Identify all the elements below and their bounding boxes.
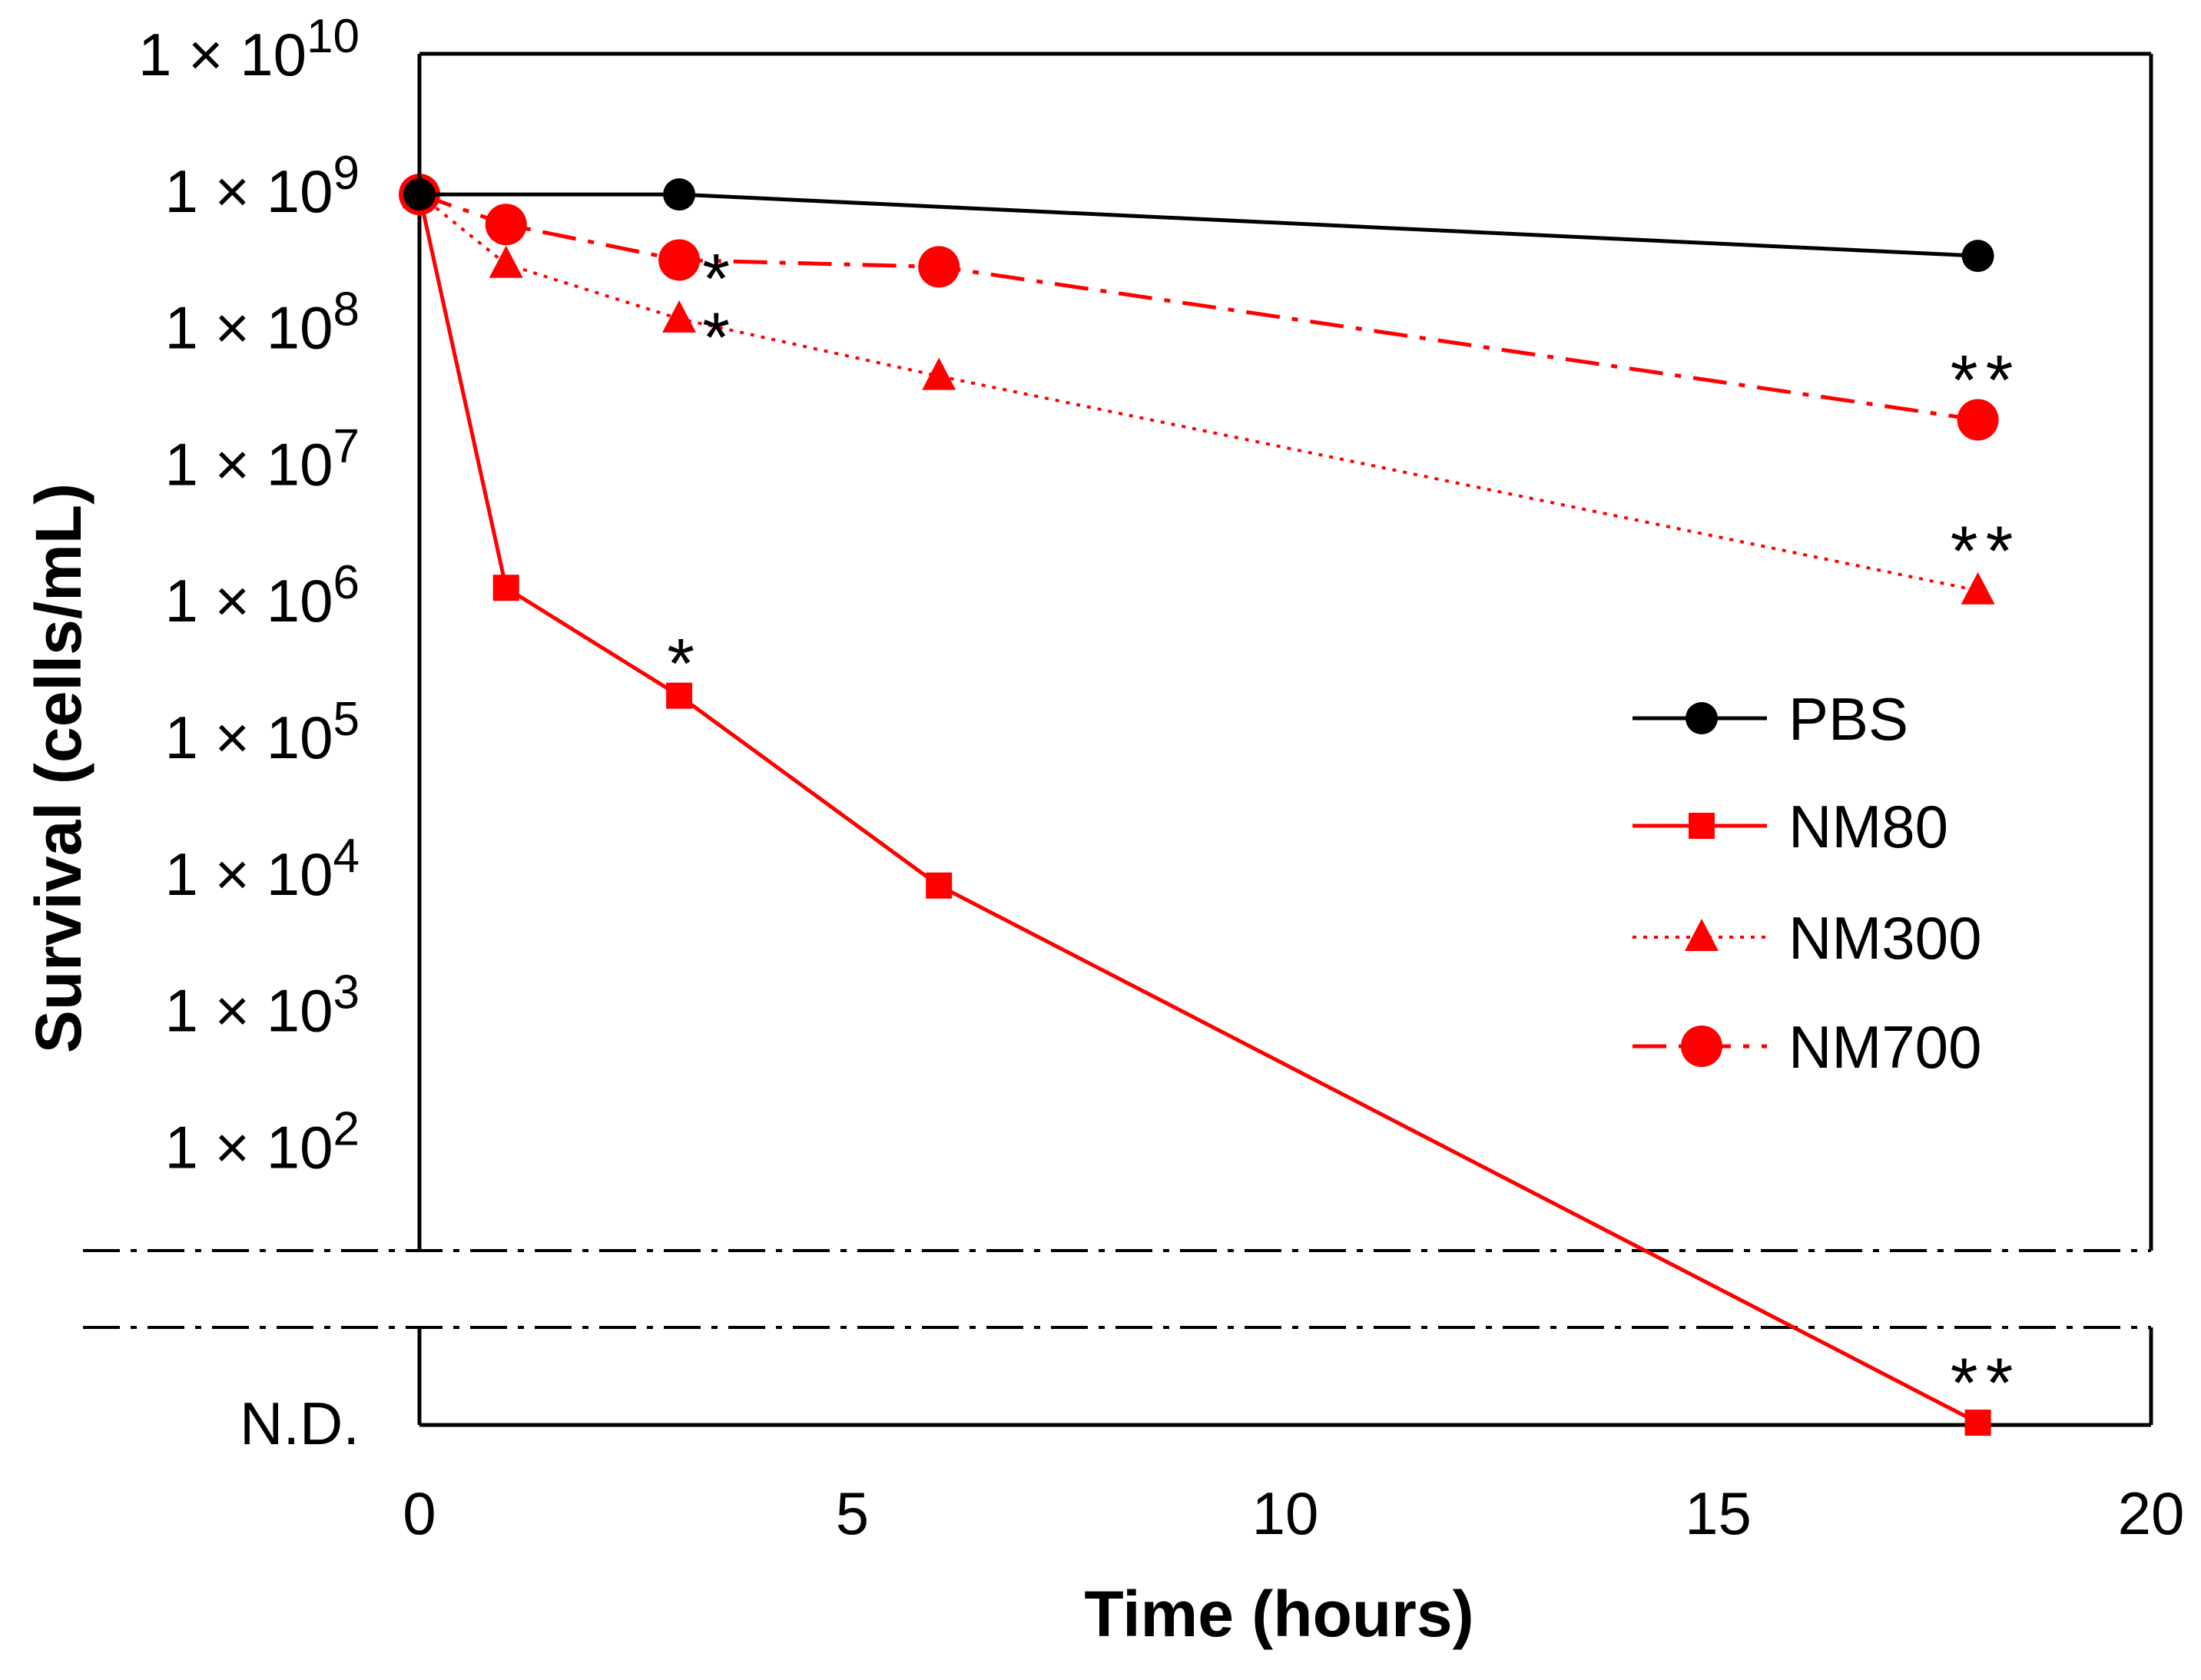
series-pbs [403, 170, 1994, 273]
legend-marker [1685, 919, 1719, 951]
legend-item-nm700: NM700 [1633, 1013, 1981, 1081]
data-point-nm300 [1961, 572, 1995, 605]
legend-item-nm300: NM300 [1633, 904, 1981, 972]
data-point-nm80 [1964, 1410, 1991, 1436]
series-nm80 [406, 181, 1991, 1436]
data-point-nm80 [492, 575, 519, 601]
y-tick-label: 1 × 106 [164, 556, 360, 635]
data-point-pbs [1961, 240, 1994, 273]
significance-annotations: ********* [667, 240, 2021, 1423]
x-tick-label: 5 [836, 1480, 869, 1547]
axis-ticks: 1 × 1010 1 × 109 1 × 108 1 × 107 1 × 106 1 × … [138, 10, 2184, 1547]
x-tick-label: 15 [1685, 1480, 1752, 1547]
y-tick-label: 1 × 104 [164, 830, 360, 908]
y-tick-label: 1 × 107 [164, 419, 360, 498]
significance-marker: ** [1951, 342, 2021, 420]
data-point-nm300 [922, 357, 956, 390]
plot-frame [417, 51, 2153, 1427]
data-point-nm700 [1957, 399, 1999, 441]
data-point-nm80 [666, 682, 693, 709]
significance-marker: * [702, 299, 730, 377]
y-tick-label: 1 × 105 [164, 693, 360, 771]
legend-label: NM300 [1788, 904, 1981, 972]
x-axis-title: Time (hours) [1084, 1578, 1473, 1650]
x-tick-label: 0 [403, 1480, 436, 1547]
y-tick-label: 1 × 102 [164, 1102, 360, 1181]
data-point-nm700 [485, 204, 527, 246]
data-point-nm300 [662, 300, 697, 333]
series-nm300 [403, 176, 1995, 605]
axis-break-lines [83, 1249, 2151, 1329]
legend-item-pbs: PBS [1633, 685, 1908, 753]
y-tick-label-nd: N.D. [240, 1390, 360, 1457]
significance-marker: ** [1951, 1344, 2021, 1423]
legend-item-nm80: NM80 [1633, 793, 1948, 860]
y-tick-label: 1 × 108 [164, 283, 360, 362]
y-tick-label: 1 × 1010 [138, 10, 360, 88]
legend-marker [1681, 1026, 1722, 1067]
legend-label: PBS [1788, 685, 1908, 753]
y-tick-label: 1 × 103 [164, 966, 360, 1045]
data-point-nm700 [918, 246, 960, 288]
data-point-nm300 [489, 245, 523, 278]
x-tick-label: 10 [1252, 1480, 1319, 1547]
legend: PBS NM80 NM300 NM700 [1633, 685, 1981, 1081]
significance-marker: ** [1951, 512, 2021, 591]
data-point-nm700 [658, 239, 701, 281]
data-point-pbs [403, 178, 436, 211]
legend-label: NM700 [1788, 1013, 1981, 1081]
y-axis-title: Survival (cells/mL) [22, 483, 94, 1053]
series-line-nm700 [419, 192, 1978, 422]
significance-marker: * [702, 240, 730, 318]
significance-marker: * [667, 625, 694, 704]
legend-marker [1689, 813, 1715, 839]
legend-label: NM80 [1788, 793, 1948, 860]
x-tick-label: 20 [2118, 1480, 2185, 1547]
series-line-nm80 [417, 194, 1979, 1425]
series-line-pbs [419, 192, 1978, 258]
y-tick-label: 1 × 109 [164, 147, 360, 225]
series-group [399, 170, 1999, 1436]
data-point-nm80 [926, 872, 953, 899]
data-point-pbs [663, 178, 696, 211]
legend-marker [1686, 702, 1718, 734]
